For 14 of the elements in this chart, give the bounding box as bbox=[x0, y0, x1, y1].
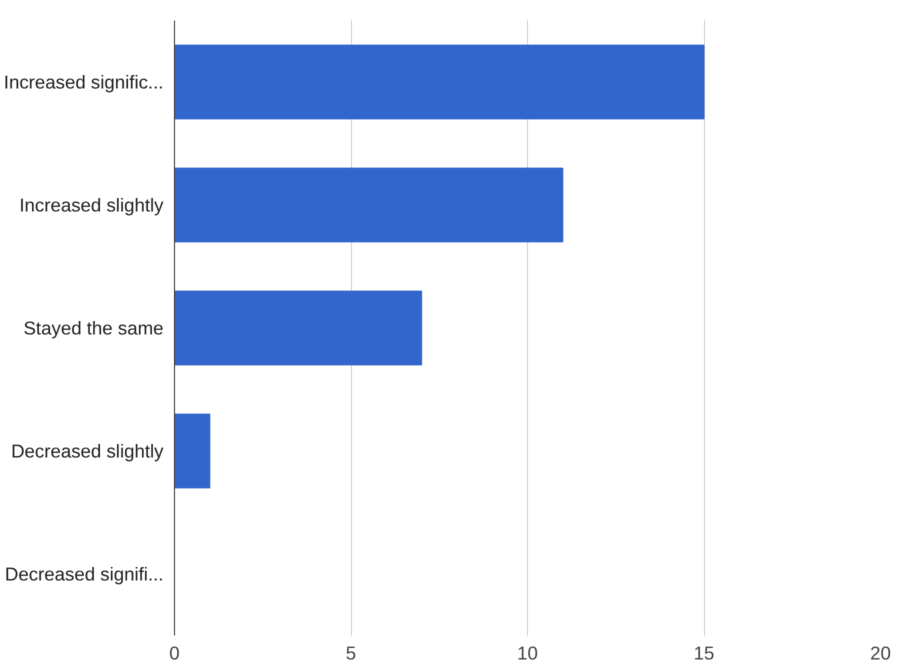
y-tick-label: Increased slightly bbox=[19, 194, 164, 216]
x-tick-label: 20 bbox=[870, 642, 891, 664]
y-tick-label: Decreased signifi... bbox=[4, 564, 164, 584]
y-tick-label: Decreased slightly bbox=[11, 440, 164, 462]
x-tick-label: 5 bbox=[346, 642, 356, 664]
bar bbox=[174, 290, 422, 366]
bar bbox=[174, 414, 210, 488]
bar bbox=[174, 44, 704, 120]
y-tick-label: Stayed the same bbox=[23, 318, 164, 338]
bar bbox=[174, 168, 564, 242]
y-tick-label: Increased signific... bbox=[4, 72, 164, 92]
x-tick-label: 0 bbox=[169, 642, 180, 664]
x-tick-label: 10 bbox=[517, 642, 538, 664]
x-tick-label: 15 bbox=[694, 642, 714, 664]
